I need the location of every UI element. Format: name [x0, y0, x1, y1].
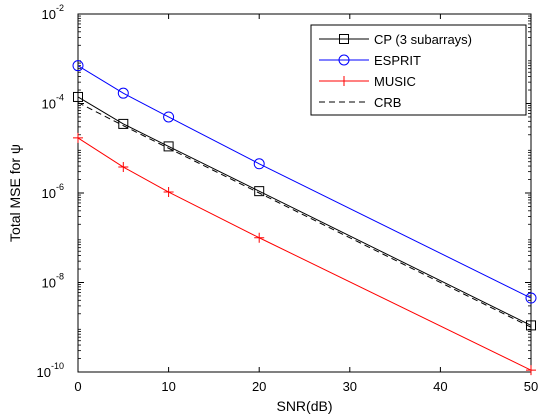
series-cp-3-subarrays: [73, 91, 536, 331]
series-crb: [77, 102, 532, 328]
marker-circle: [163, 111, 175, 123]
legend-item: CRB: [319, 95, 401, 110]
marker-circle: [253, 158, 265, 170]
x-tick-label: 10: [161, 379, 175, 394]
marker-square: [163, 141, 174, 152]
marker-circle: [72, 60, 84, 72]
legend-label: ESPRIT: [374, 53, 421, 68]
series-esprit: [72, 60, 537, 304]
y-tick-label: 10-4: [42, 93, 64, 112]
y-tick-label: 10-10: [37, 361, 64, 380]
x-tick-label: 30: [343, 379, 357, 394]
marker-circle: [338, 54, 350, 66]
axis-ticks: 0 10 20 30 40 50 10-10 10-8 10-6 10-4 10-2: [37, 3, 539, 394]
y-tick-label: 10-8: [42, 272, 64, 291]
marker-square: [73, 91, 83, 102]
x-tick-label: 40: [433, 379, 447, 394]
marker-plus: [339, 76, 349, 86]
marker-circle: [117, 87, 129, 99]
marker-plus: [73, 132, 83, 143]
series-layer: [72, 60, 537, 376]
marker-square: [339, 34, 349, 44]
x-tick-label: 50: [524, 379, 538, 394]
x-tick-label: 0: [74, 379, 81, 394]
marker-circle: [525, 292, 537, 304]
legend-item: MUSIC: [319, 74, 416, 89]
marker-plus: [118, 162, 129, 173]
legend-box: [310, 24, 527, 116]
series-line: [77, 96, 532, 326]
marker-plus: [163, 187, 174, 198]
series-line: [77, 102, 532, 328]
legend-label: CRB: [374, 95, 401, 110]
legend-item: CP (3 subarrays): [319, 32, 472, 47]
marker-plus: [254, 232, 265, 243]
marker-square: [118, 118, 129, 129]
series-line: [77, 65, 532, 299]
legend-label: MUSIC: [374, 74, 416, 89]
marker-plus: [526, 365, 536, 376]
legend-item: ESPRIT: [319, 53, 421, 68]
x-axis-label: SNR(dB): [276, 398, 332, 414]
y-tick-label: 10-2: [42, 3, 64, 22]
legend: CP (3 subarrays) ESPRIT MUSIC CRB: [310, 24, 527, 116]
y-tick-label: 10-6: [42, 182, 64, 201]
legend-label: CP (3 subarrays): [374, 32, 472, 47]
marker-square: [254, 186, 265, 197]
series-music: [73, 132, 536, 376]
x-tick-label: 20: [252, 379, 266, 394]
y-axis-label: Total MSE for ψ: [7, 144, 23, 242]
